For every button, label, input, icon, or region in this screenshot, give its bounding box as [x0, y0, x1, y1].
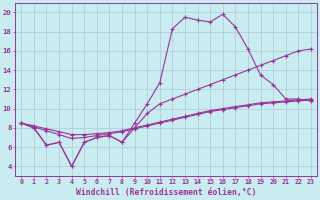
X-axis label: Windchill (Refroidissement éolien,°C): Windchill (Refroidissement éolien,°C) — [76, 188, 256, 197]
